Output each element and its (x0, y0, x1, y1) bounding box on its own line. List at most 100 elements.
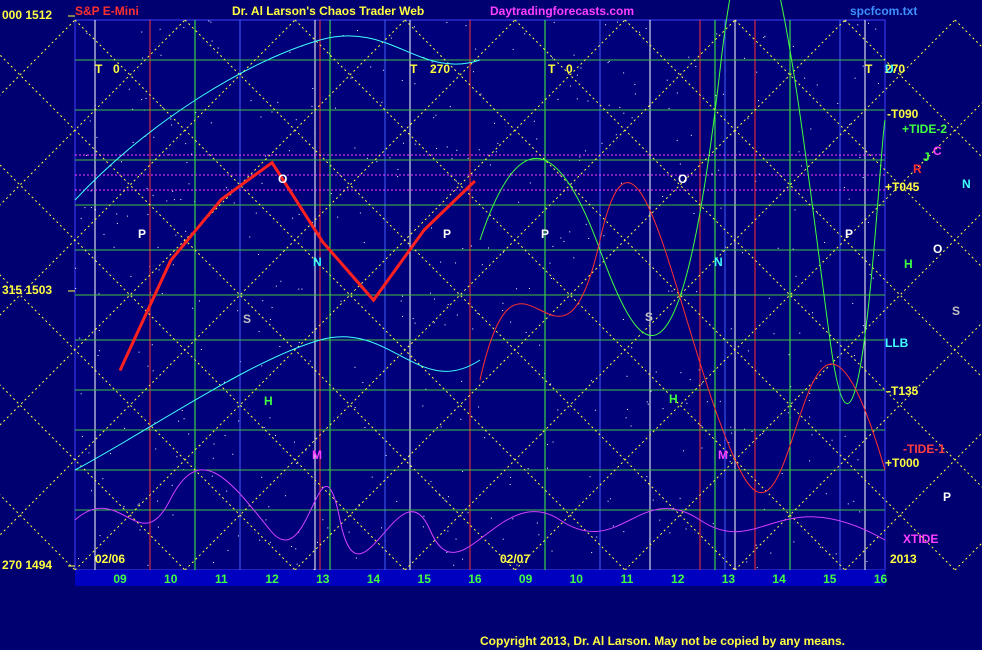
star (481, 264, 483, 266)
star (305, 449, 307, 451)
star (689, 379, 691, 381)
star (263, 426, 265, 428)
star (95, 209, 97, 211)
annotation: +T045 (885, 180, 920, 194)
star (175, 234, 177, 236)
star (608, 60, 610, 62)
star (546, 467, 548, 469)
star (449, 106, 451, 108)
annotation: S (645, 310, 653, 324)
star (872, 277, 874, 279)
x-tick-label: 13 (316, 572, 330, 586)
star (211, 40, 213, 42)
cycle-curve (74, 469, 886, 555)
x-tick-label: 11 (215, 572, 228, 586)
star (588, 238, 590, 240)
star (431, 227, 433, 229)
star (397, 168, 399, 170)
star (639, 31, 641, 33)
star (142, 57, 144, 59)
star (402, 315, 404, 317)
annotation: 270 (430, 62, 450, 76)
star (350, 77, 352, 79)
star (573, 257, 575, 259)
star (799, 332, 801, 334)
star (862, 65, 864, 67)
star (132, 141, 134, 143)
star (762, 433, 764, 435)
star (552, 245, 554, 247)
star (401, 79, 403, 81)
star (746, 561, 748, 563)
star (85, 154, 87, 156)
star (816, 212, 818, 214)
star (608, 104, 610, 106)
x-tick-label: 16 (468, 572, 482, 586)
star (141, 31, 143, 33)
star (84, 207, 86, 209)
star (309, 360, 311, 362)
star (720, 207, 722, 209)
star (355, 557, 357, 559)
star (434, 298, 435, 300)
star (311, 105, 313, 107)
star (296, 563, 298, 565)
star (751, 430, 753, 432)
annotation: T (548, 62, 556, 76)
star (371, 476, 373, 478)
star (510, 321, 512, 323)
star (743, 57, 745, 59)
star (569, 85, 571, 87)
star (844, 435, 846, 437)
annotation: 270 (885, 62, 905, 76)
star (330, 193, 332, 195)
star (810, 128, 812, 130)
star (552, 441, 554, 443)
star (669, 532, 671, 534)
cycle-curve (479, 182, 886, 494)
star (755, 544, 757, 546)
star (758, 100, 760, 102)
star (330, 31, 332, 33)
star (433, 117, 435, 119)
date-label: 02/06 (95, 552, 125, 566)
x-tick-label: 14 (772, 572, 786, 586)
star (676, 139, 678, 141)
star (435, 114, 437, 116)
star (770, 552, 772, 554)
star (292, 217, 294, 219)
star (259, 539, 261, 541)
star (298, 531, 300, 533)
x-tick-label: 09 (519, 572, 533, 586)
star (603, 235, 605, 237)
star (516, 288, 518, 290)
star (423, 515, 425, 517)
star (446, 146, 448, 148)
star (688, 56, 690, 58)
star (662, 408, 664, 410)
star (853, 500, 855, 502)
annotation: H (904, 257, 913, 271)
star (183, 418, 185, 420)
star (824, 241, 826, 243)
star (590, 380, 592, 382)
star (576, 74, 578, 76)
annotation: P (541, 227, 549, 241)
star (447, 304, 449, 306)
star (461, 380, 463, 382)
star (467, 157, 469, 159)
star (312, 87, 314, 89)
star (512, 518, 514, 520)
star (414, 83, 416, 85)
star (538, 534, 540, 536)
star (362, 381, 364, 383)
star (98, 350, 100, 352)
annotation: T (410, 62, 418, 76)
star (472, 71, 474, 73)
star (730, 328, 732, 330)
star (795, 275, 797, 277)
decorations (0, 0, 982, 586)
annotation: P (943, 490, 951, 504)
star (170, 118, 172, 120)
star (128, 88, 130, 90)
